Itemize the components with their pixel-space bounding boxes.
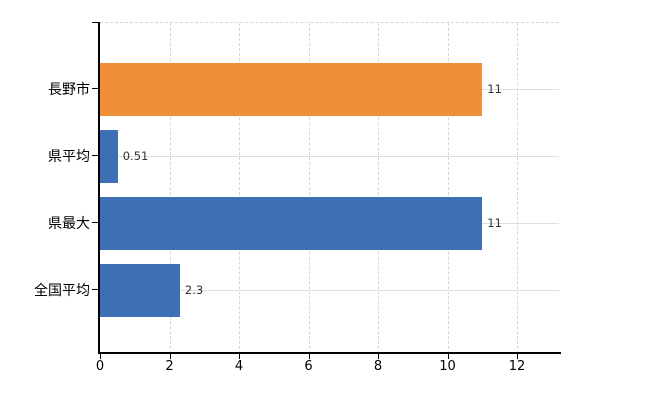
category-label-県平均: 県平均 bbox=[48, 149, 90, 165]
bar-県平均 bbox=[100, 129, 118, 183]
y-axis-line bbox=[98, 22, 100, 353]
x-axis-tick bbox=[100, 354, 101, 359]
value-label: 11 bbox=[487, 216, 502, 230]
bar-全国平均 bbox=[100, 263, 180, 317]
x-axis-tick-label: 4 bbox=[234, 359, 244, 374]
category-label-全国平均: 全国平均 bbox=[34, 283, 90, 299]
x-axis-line bbox=[98, 352, 561, 354]
vertical-gridline bbox=[239, 23, 240, 354]
y-axis-tick bbox=[92, 222, 98, 223]
vertical-gridline bbox=[308, 23, 310, 354]
x-axis-tick-label: 8 bbox=[373, 359, 383, 374]
x-axis-tick-label: 2 bbox=[165, 359, 174, 374]
vertical-gridline bbox=[447, 23, 449, 354]
x-axis-tick bbox=[239, 354, 240, 359]
x-axis-tick bbox=[378, 354, 379, 359]
category-label-県最大: 県最大 bbox=[48, 216, 90, 232]
y-axis-tick bbox=[92, 289, 98, 290]
y-axis-tick bbox=[92, 22, 98, 23]
value-label: 2.3 bbox=[184, 283, 204, 297]
vertical-gridline bbox=[169, 23, 171, 354]
y-axis-tick bbox=[92, 155, 98, 156]
vertical-gridline bbox=[378, 23, 379, 354]
vertical-gridline bbox=[517, 23, 518, 354]
bar-県最大 bbox=[100, 196, 483, 250]
x-axis-tick-label: 10 bbox=[439, 359, 456, 374]
category-label-長野市: 長野市 bbox=[48, 82, 90, 98]
horizontal-gridline bbox=[100, 155, 559, 157]
value-label: 0.51 bbox=[122, 149, 149, 163]
plot-area: 11 0.51 11 2.3 bbox=[100, 22, 559, 354]
x-axis-tick bbox=[517, 354, 518, 359]
horizontal-gridline bbox=[100, 289, 559, 291]
x-axis-tick-label: 12 bbox=[508, 359, 526, 374]
x-axis-tick-label: 0 bbox=[95, 359, 105, 374]
x-axis-tick-label: 6 bbox=[304, 359, 313, 374]
x-axis-tick bbox=[169, 354, 171, 359]
value-label: 11 bbox=[487, 82, 502, 96]
y-axis-tick bbox=[92, 88, 98, 89]
bar-長野市 bbox=[100, 62, 483, 116]
x-axis-tick bbox=[447, 354, 449, 359]
x-axis-tick bbox=[308, 354, 310, 359]
